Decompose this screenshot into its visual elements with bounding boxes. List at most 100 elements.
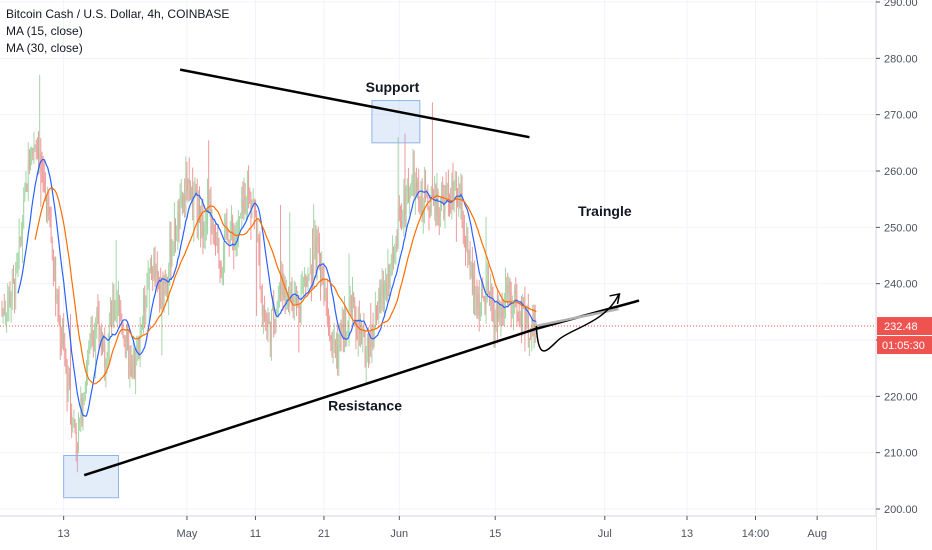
candle-body <box>476 296 478 307</box>
candle-body <box>120 308 122 319</box>
moving-averages <box>0 158 876 417</box>
y-tick-label: 260.00 <box>884 166 918 178</box>
candle-body <box>349 295 351 309</box>
y-axis-bg <box>876 0 932 550</box>
candle-body <box>54 258 55 278</box>
candle-body <box>51 241 53 251</box>
candle-body <box>91 330 93 339</box>
candle-body <box>409 194 410 201</box>
candle-body <box>124 345 126 347</box>
candle-body <box>419 201 421 208</box>
candle-body <box>87 356 89 377</box>
legend-ma30[interactable]: MA (30, close) <box>6 41 83 55</box>
candle-body <box>68 374 70 386</box>
candle-body <box>275 313 277 325</box>
candle-body <box>27 158 29 192</box>
candle-body <box>227 230 229 242</box>
candle-body <box>484 299 486 310</box>
candle-body <box>519 313 521 325</box>
projection-arrow <box>535 294 620 352</box>
candle-body <box>261 301 263 316</box>
candle-body <box>135 352 136 378</box>
candle-body <box>116 301 118 317</box>
candle-body <box>148 273 150 276</box>
candle-body <box>425 186 426 193</box>
candle-body <box>11 277 13 299</box>
candle-body <box>96 311 98 332</box>
candle-body <box>296 297 297 306</box>
candle-body <box>498 300 500 320</box>
candle-body <box>118 295 119 302</box>
candle-body <box>188 179 190 184</box>
candle-body <box>474 274 476 297</box>
candle-body <box>404 195 406 214</box>
candle-body <box>429 210 431 213</box>
candle-body <box>194 188 196 198</box>
candle-body <box>1 311 3 313</box>
candle-body <box>378 290 380 318</box>
candle-body <box>436 191 438 215</box>
candle-body <box>221 270 223 275</box>
candle-body <box>62 332 63 338</box>
candle-body <box>156 269 158 277</box>
candle-body <box>186 173 188 192</box>
candle-body <box>371 331 373 347</box>
candle-body <box>501 304 503 313</box>
candle-body <box>420 193 422 208</box>
candle-body <box>445 189 447 197</box>
candle-body <box>287 293 288 300</box>
candle-body <box>507 284 509 294</box>
candle-body <box>370 339 372 347</box>
candle-body <box>83 398 85 403</box>
candle-body <box>126 332 127 346</box>
candle-body <box>173 221 175 248</box>
candle-body <box>233 232 235 251</box>
candle-body <box>323 268 325 300</box>
candle-body <box>422 204 424 215</box>
candle-body <box>525 308 527 323</box>
candle-body <box>10 298 12 305</box>
candle-body <box>196 193 198 225</box>
x-tick-label: 21 <box>318 528 330 540</box>
candle-body <box>161 277 163 307</box>
x-tick-label: 15 <box>489 528 501 540</box>
candle-body <box>205 215 207 228</box>
legend-ma15[interactable]: MA (15, close) <box>6 24 83 38</box>
candle-body <box>468 250 470 255</box>
candle-body <box>388 267 390 287</box>
candle-body <box>17 254 19 262</box>
candle-body <box>333 340 335 342</box>
candle-body <box>39 153 41 166</box>
candle-body <box>59 317 61 333</box>
candle-body <box>381 284 383 296</box>
candle-body <box>421 193 423 215</box>
candle-body <box>483 296 485 300</box>
candle-body <box>228 241 230 243</box>
candle-body <box>112 299 114 324</box>
annotation-resistance: Resistance <box>328 397 402 413</box>
candle-body <box>38 148 39 166</box>
candle-body <box>324 294 326 300</box>
candle-body <box>241 199 243 216</box>
candle-body <box>132 361 134 378</box>
candle-body <box>41 160 43 164</box>
candle-body <box>181 196 183 207</box>
y-tick-label: 280.00 <box>884 53 918 65</box>
candle-body <box>84 383 86 399</box>
legend-symbol[interactable]: Bitcoin Cash / U.S. Dollar, 4h, COINBASE <box>6 7 230 21</box>
candle-body <box>164 280 166 285</box>
candle-body <box>384 290 385 298</box>
candle-body <box>479 302 481 316</box>
candle-body <box>258 237 260 251</box>
candle-body <box>6 313 7 315</box>
candle-body <box>5 313 6 315</box>
candle-body <box>76 442 78 453</box>
candle-body <box>363 331 365 334</box>
candle-body <box>340 328 342 333</box>
candle-body <box>360 327 361 334</box>
candle-body <box>506 284 508 286</box>
candle-body <box>397 207 399 247</box>
candle-body <box>401 220 402 225</box>
